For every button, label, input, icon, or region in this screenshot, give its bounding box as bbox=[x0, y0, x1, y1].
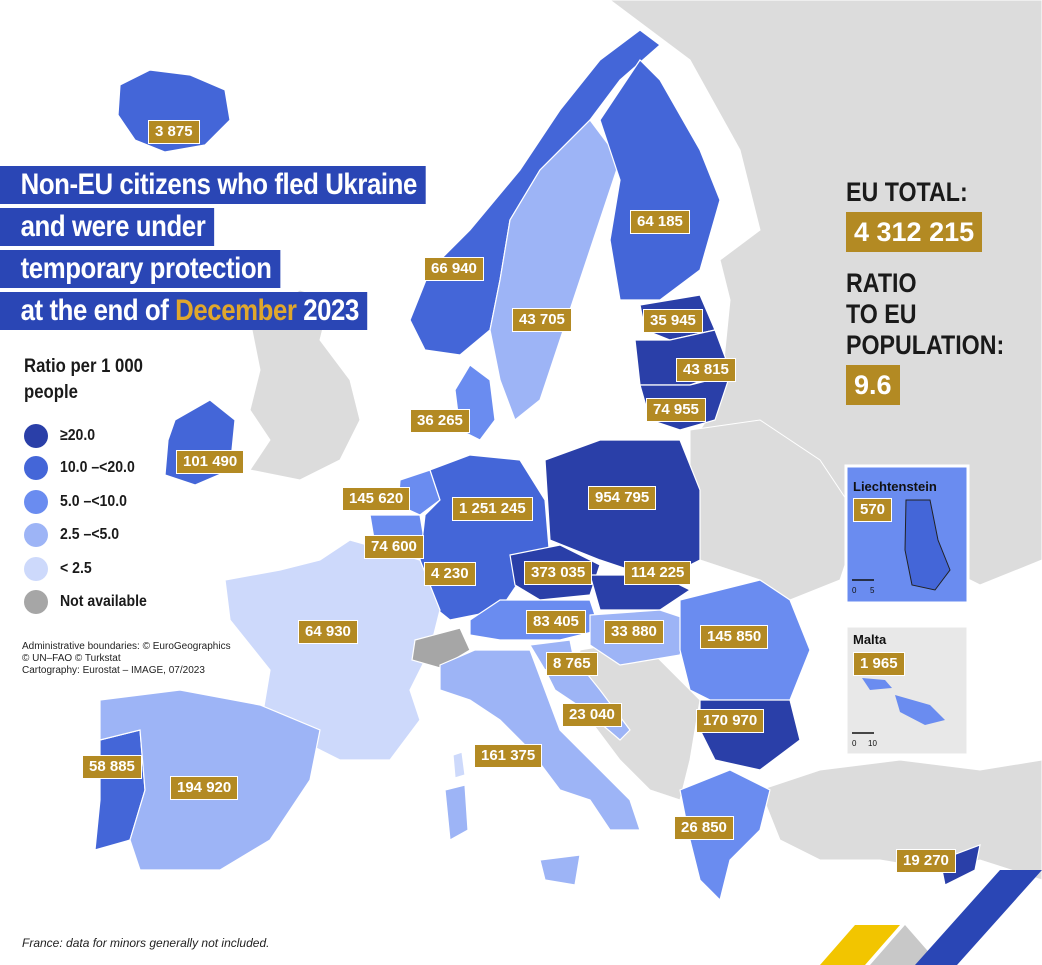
ratio-heading-2: TO EU bbox=[846, 299, 917, 329]
legend-label: 5.0 –<10.0 bbox=[60, 493, 127, 510]
legend-swatch bbox=[24, 557, 48, 581]
sicily-shape bbox=[539, 854, 581, 886]
value-label-portugal: 58 885 bbox=[82, 755, 142, 779]
title-prefix: at the end of bbox=[20, 294, 176, 327]
value-label-slovenia: 8 765 bbox=[546, 652, 598, 676]
value-label-cyprus: 19 270 bbox=[896, 849, 956, 873]
value-label-luxembourg: 4 230 bbox=[424, 562, 476, 586]
liechtenstein-inset bbox=[844, 464, 970, 605]
ratio-value: 9.6 bbox=[846, 365, 900, 405]
value-label-germany: 1 251 245 bbox=[452, 497, 533, 521]
non-eu-land bbox=[249, 0, 1042, 881]
legend-swatch bbox=[24, 456, 48, 480]
italy-shape bbox=[439, 649, 641, 831]
corsica-shape bbox=[452, 751, 466, 779]
map-credits: Administrative boundaries: © EuroGeograp… bbox=[22, 641, 231, 677]
value-label-greece: 26 850 bbox=[674, 816, 734, 840]
eu-total-value: 4 312 215 bbox=[846, 212, 983, 252]
legend-item: 5.0 –<10.0 bbox=[24, 490, 136, 514]
legend-swatch bbox=[24, 590, 48, 614]
eurostat-logo-mark bbox=[820, 870, 1042, 965]
malta-inset-title: Malta bbox=[853, 632, 887, 647]
value-label-denmark: 36 265 bbox=[410, 409, 470, 433]
value-label-norway: 66 940 bbox=[424, 257, 484, 281]
liechtenstein-scale-zero: 0 bbox=[852, 586, 857, 595]
value-label-france: 64 930 bbox=[298, 620, 358, 644]
footnote: France: data for minors generally not in… bbox=[22, 936, 270, 950]
malta-inset bbox=[844, 624, 970, 757]
france-shape bbox=[224, 539, 441, 761]
iceland-shape bbox=[117, 69, 231, 153]
value-label-spain: 194 920 bbox=[170, 776, 239, 800]
title-suffix: 2023 bbox=[296, 294, 359, 327]
legend-swatch bbox=[24, 523, 48, 547]
cyprus-shape bbox=[939, 844, 981, 886]
map-title-line-4: at the end of December 2023 bbox=[0, 292, 368, 330]
legend-label: Not available bbox=[60, 593, 147, 610]
value-label-finland: 64 185 bbox=[630, 210, 690, 234]
legend-item: ≥20.0 bbox=[24, 424, 100, 448]
value-label-italy: 161 375 bbox=[474, 744, 543, 768]
legend-label: < 2.5 bbox=[60, 560, 92, 577]
malta-scale-max: 10 bbox=[868, 739, 877, 748]
value-label-hungary: 33 880 bbox=[604, 620, 664, 644]
legend-item: < 2.5 bbox=[24, 557, 96, 581]
credits-line: Cartography: Eurostat – IMAGE, 07/2023 bbox=[22, 665, 205, 676]
legend-label: 2.5 –<5.0 bbox=[60, 526, 120, 543]
map-title-line-3: temporary protection bbox=[0, 250, 281, 288]
credits-line: © UN–FAO © Turkstat bbox=[22, 653, 121, 664]
value-label-latvia: 43 815 bbox=[676, 358, 736, 382]
value-label-czechia: 373 035 bbox=[524, 561, 593, 585]
value-label-sweden: 43 705 bbox=[512, 308, 572, 332]
eu-total-heading: EU TOTAL: bbox=[846, 177, 968, 207]
value-label-netherlands: 145 620 bbox=[342, 487, 411, 511]
legend-swatch bbox=[24, 424, 48, 448]
malta-scale-zero: 0 bbox=[852, 739, 857, 748]
value-label-austria: 83 405 bbox=[526, 610, 586, 634]
value-label-liechtenstein: 570 bbox=[853, 498, 893, 522]
value-label-belgium: 74 600 bbox=[364, 535, 424, 559]
ratio-heading-3: POPULATION: bbox=[846, 330, 1005, 360]
germany-shape bbox=[419, 454, 551, 621]
liechtenstein-scale-max: 5 bbox=[870, 586, 875, 595]
legend-swatch bbox=[24, 490, 48, 514]
ratio-heading-1: RATIO bbox=[846, 268, 917, 298]
legend-item: 2.5 –<5.0 bbox=[24, 523, 127, 547]
value-label-slovakia: 114 225 bbox=[624, 561, 692, 585]
liechtenstein-inset-title: Liechtenstein bbox=[853, 479, 937, 494]
legend-label: ≥20.0 bbox=[60, 427, 96, 444]
legend-item: Not available bbox=[24, 590, 159, 614]
value-label-croatia: 23 040 bbox=[562, 703, 622, 727]
value-label-lithuania: 74 955 bbox=[646, 398, 706, 422]
sweden-shape bbox=[489, 119, 621, 421]
value-label-iceland: 3 875 bbox=[148, 120, 200, 144]
map-title-line-1: Non-EU citizens who fled Ukraine bbox=[0, 166, 426, 204]
value-label-poland: 954 795 bbox=[588, 486, 657, 510]
legend-item: 10.0 –<20.0 bbox=[24, 456, 145, 480]
poland-shape bbox=[544, 439, 701, 581]
value-label-malta: 1 965 bbox=[853, 652, 905, 676]
legend-label: 10.0 –<20.0 bbox=[60, 459, 135, 476]
value-label-romania: 145 850 bbox=[700, 625, 769, 649]
legend-title: Ratio per 1 000 people bbox=[24, 356, 143, 403]
title-highlight-month: December bbox=[175, 294, 297, 327]
value-label-bulgaria: 170 970 bbox=[696, 709, 765, 733]
sardinia-shape bbox=[444, 784, 469, 841]
value-label-estonia: 35 945 bbox=[643, 309, 703, 333]
map-title-line-2: and were under bbox=[0, 208, 214, 246]
credits-line: Administrative boundaries: © EuroGeograp… bbox=[22, 641, 231, 652]
value-label-ireland: 101 490 bbox=[176, 450, 245, 474]
finland-shape bbox=[599, 59, 721, 301]
